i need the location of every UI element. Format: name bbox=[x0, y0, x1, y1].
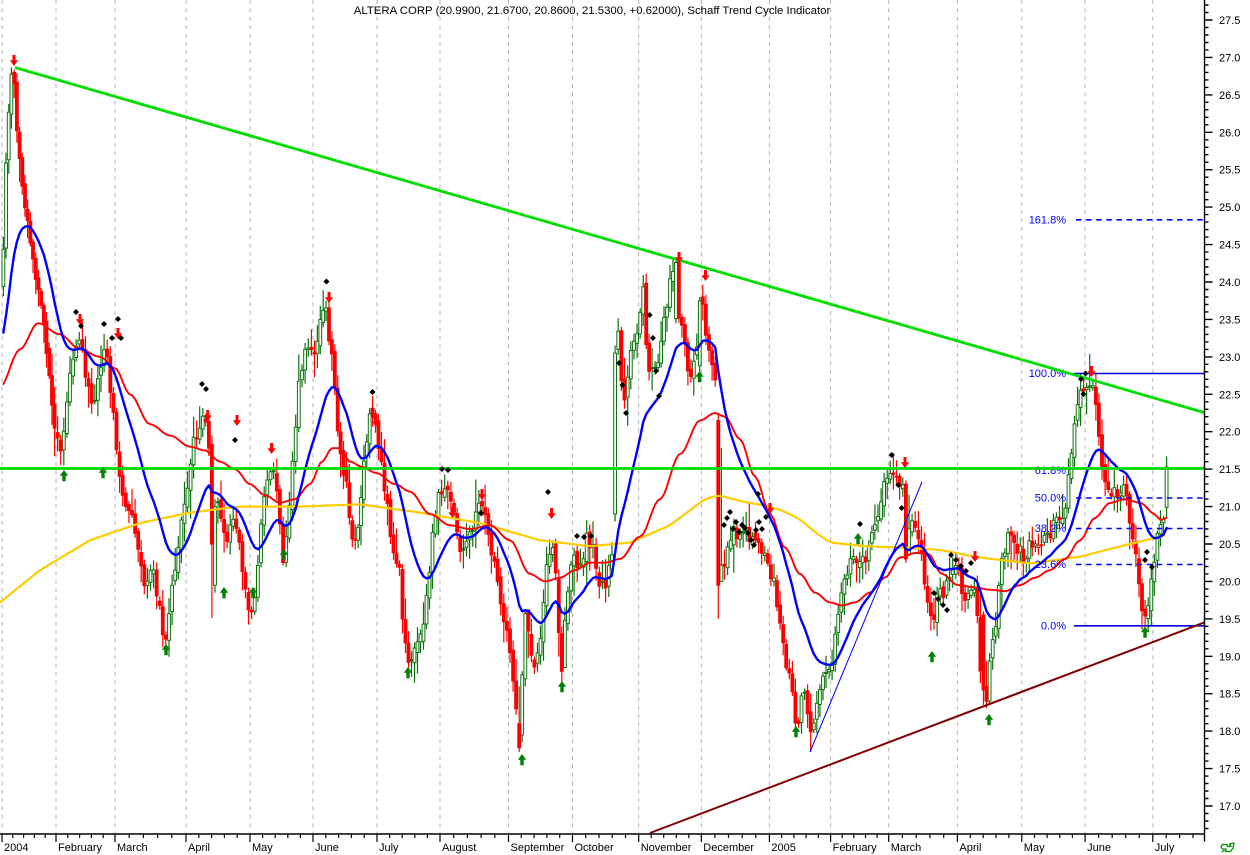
svg-text:17.0: 17.0 bbox=[1219, 801, 1240, 813]
svg-text:19.0: 19.0 bbox=[1219, 651, 1240, 663]
svg-text:21.0: 21.0 bbox=[1219, 502, 1240, 514]
svg-text:2005: 2005 bbox=[771, 842, 795, 854]
svg-text:25.5: 25.5 bbox=[1219, 165, 1240, 177]
svg-text:November: November bbox=[641, 842, 692, 854]
svg-text:June: June bbox=[1087, 842, 1111, 854]
svg-text:21.5: 21.5 bbox=[1219, 464, 1240, 476]
svg-text:23.0: 23.0 bbox=[1219, 352, 1240, 364]
svg-text:April: April bbox=[959, 842, 981, 854]
svg-text:27.5: 27.5 bbox=[1219, 15, 1240, 27]
svg-text:July: July bbox=[379, 842, 399, 854]
svg-text:18.0: 18.0 bbox=[1219, 726, 1240, 738]
svg-text:38.2%: 38.2% bbox=[1035, 523, 1066, 535]
svg-text:May: May bbox=[252, 842, 273, 854]
svg-text:61.8%: 61.8% bbox=[1035, 465, 1066, 477]
svg-text:22.5: 22.5 bbox=[1219, 389, 1240, 401]
svg-text:25.0: 25.0 bbox=[1219, 202, 1240, 214]
svg-text:24.5: 24.5 bbox=[1219, 240, 1240, 252]
svg-text:March: March bbox=[891, 842, 922, 854]
svg-text:February: February bbox=[58, 842, 103, 854]
svg-text:26.0: 26.0 bbox=[1219, 127, 1240, 139]
svg-text:December: December bbox=[703, 842, 754, 854]
svg-text:March: March bbox=[117, 842, 148, 854]
svg-text:26.5: 26.5 bbox=[1219, 90, 1240, 102]
svg-text:June: June bbox=[315, 842, 339, 854]
svg-text:ALTERA CORP (20.9900, 21.6700,: ALTERA CORP (20.9900, 21.6700, 20.8600, … bbox=[354, 5, 831, 17]
svg-text:February: February bbox=[833, 842, 878, 854]
svg-text:20.0: 20.0 bbox=[1219, 576, 1240, 588]
svg-text:50.0%: 50.0% bbox=[1035, 493, 1066, 505]
svg-text:September: September bbox=[511, 842, 565, 854]
svg-text:22.0: 22.0 bbox=[1219, 427, 1240, 439]
svg-text:October: October bbox=[575, 842, 614, 854]
svg-text:20.5: 20.5 bbox=[1219, 539, 1240, 551]
svg-text:23.6%: 23.6% bbox=[1035, 559, 1066, 571]
svg-text:18.5: 18.5 bbox=[1219, 689, 1240, 701]
svg-text:May: May bbox=[1024, 842, 1045, 854]
svg-text:July: July bbox=[1155, 842, 1175, 854]
svg-text:23.5: 23.5 bbox=[1219, 314, 1240, 326]
svg-text:24.0: 24.0 bbox=[1219, 277, 1240, 289]
svg-text:0.0%: 0.0% bbox=[1041, 620, 1066, 632]
svg-text:161.8%: 161.8% bbox=[1029, 214, 1067, 226]
svg-text:August: August bbox=[442, 842, 476, 854]
svg-text:April: April bbox=[188, 842, 210, 854]
svg-text:17.5: 17.5 bbox=[1219, 764, 1240, 776]
svg-text:2004: 2004 bbox=[4, 842, 28, 854]
svg-text:27.0: 27.0 bbox=[1219, 52, 1240, 64]
svg-text:19.5: 19.5 bbox=[1219, 614, 1240, 626]
